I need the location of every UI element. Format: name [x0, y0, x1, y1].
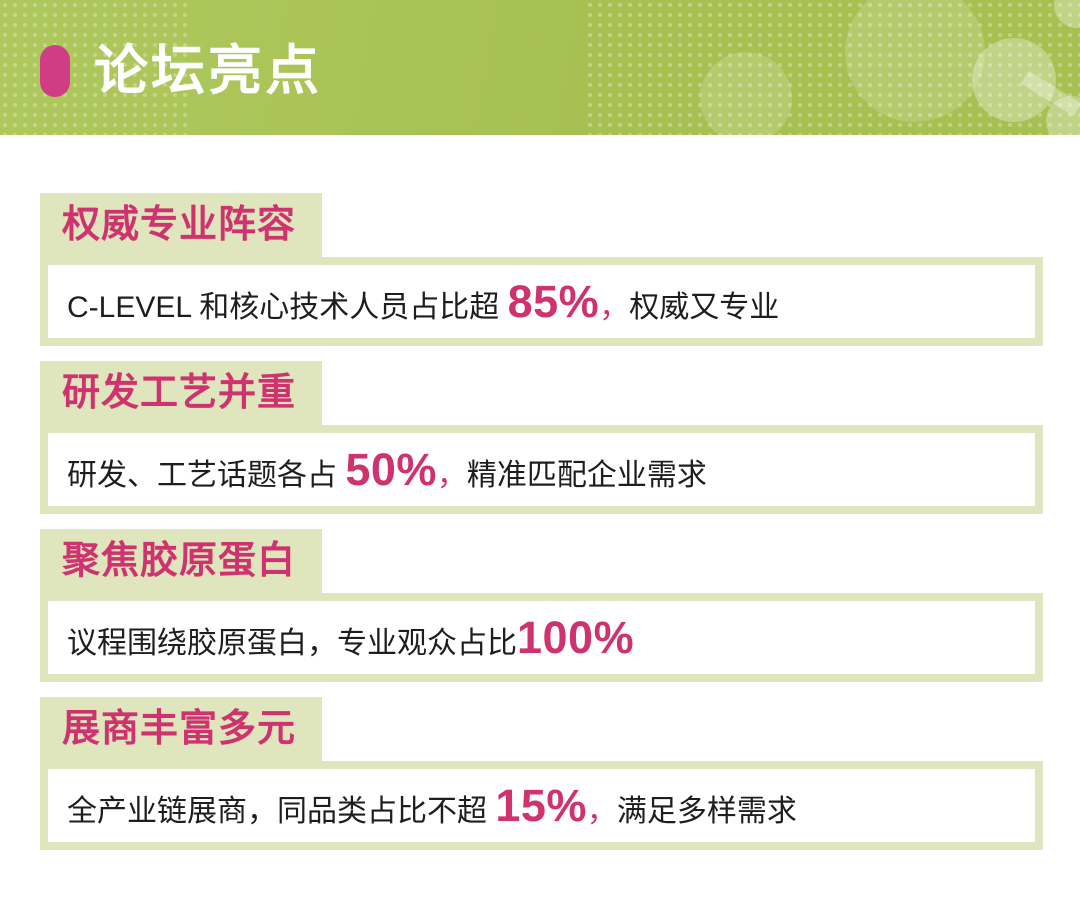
feature-text: 全产业链展商，同品类占比不超 15%，满足多样需求: [67, 783, 797, 828]
feature-list: 权威专业阵容 C-LEVEL 和核心技术人员占比超 85%，权威又专业 研发工艺…: [0, 193, 1080, 850]
feature-text-pre: 研发、工艺话题各占: [67, 459, 346, 492]
feature-section-collagen-focus: 聚焦胶原蛋白 议程围绕胶原蛋白，专业观众占比100%: [40, 529, 1043, 682]
feature-text: 议程围绕胶原蛋白，专业观众占比100%: [67, 615, 634, 660]
feature-highlight-number: 100%: [517, 612, 635, 663]
feature-separator: ，: [586, 795, 617, 828]
feature-description-box: C-LEVEL 和核心技术人员占比超 85%，权威又专业: [40, 257, 1043, 346]
feature-highlight-number: 85%: [507, 276, 600, 327]
feature-separator: ，: [599, 291, 630, 324]
feature-text-pre: 议程围绕胶原蛋白，专业观众占比: [67, 627, 517, 660]
feature-section-rd-process: 研发工艺并重 研发、工艺话题各占 50%，精准匹配企业需求: [40, 361, 1043, 514]
feature-tab-title: 聚焦胶原蛋白: [40, 529, 323, 593]
feature-section-exhibitors: 展商丰富多元 全产业链展商，同品类占比不超 15%，满足多样需求: [40, 697, 1043, 850]
feature-section-authority: 权威专业阵容 C-LEVEL 和核心技术人员占比超 85%，权威又专业: [40, 193, 1043, 346]
feature-text-pre: C-LEVEL 和核心技术人员占比超: [67, 291, 508, 324]
feature-description-box: 全产业链展商，同品类占比不超 15%，满足多样需求: [40, 761, 1043, 850]
header-banner: 论坛亮点: [0, 0, 1080, 135]
decor-blob-icon: [845, 0, 985, 122]
dot-pattern-right-icon: [585, 0, 1080, 135]
feature-description-box: 研发、工艺话题各占 50%，精准匹配企业需求: [40, 425, 1043, 514]
feature-tab-title: 展商丰富多元: [40, 697, 323, 761]
feature-text-post: 权威又专业: [629, 291, 780, 324]
feature-text: C-LEVEL 和核心技术人员占比超 85%，权威又专业: [67, 279, 779, 324]
feature-text-pre: 全产业链展商，同品类占比不超: [67, 795, 496, 828]
feature-tab-title: 研发工艺并重: [40, 361, 323, 425]
feature-text-post: 满足多样需求: [616, 795, 797, 828]
feature-highlight-number: 15%: [495, 780, 587, 831]
feature-tab-title: 权威专业阵容: [40, 193, 323, 257]
pill-bullet-icon: [40, 45, 70, 97]
page-title: 论坛亮点: [94, 41, 322, 101]
feature-text-post: 精准匹配企业需求: [466, 459, 707, 492]
feature-separator: ，: [436, 459, 467, 492]
decor-blob-icon: [700, 52, 792, 135]
feature-description-box: 议程围绕胶原蛋白，专业观众占比100%: [40, 593, 1043, 682]
feature-text: 研发、工艺话题各占 50%，精准匹配企业需求: [67, 447, 707, 492]
header-title-row: 论坛亮点: [40, 44, 322, 98]
molecule-circle-icon: [972, 38, 1056, 122]
feature-highlight-number: 50%: [345, 444, 437, 495]
dot-pattern-left-icon: [0, 0, 188, 135]
